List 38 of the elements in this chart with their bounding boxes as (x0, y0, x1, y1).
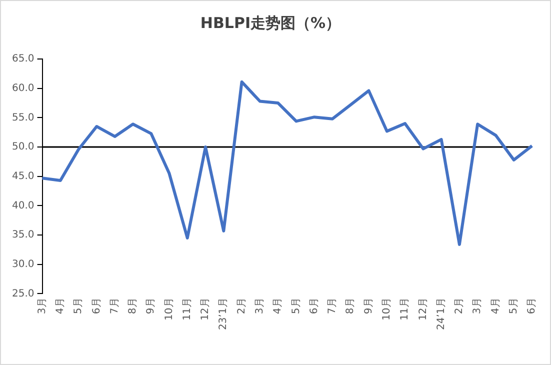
y-tick-label: 40.0 (12, 200, 34, 212)
y-tick-label: 25.0 (12, 288, 34, 300)
x-tick-label: 12月 (200, 298, 212, 320)
x-tick-label: 3月 (36, 298, 48, 314)
chart-title: HBLPI走势图（%） (200, 14, 341, 32)
x-tick-label: 4月 (272, 298, 284, 314)
x-tick-label: 24’1月 (436, 298, 447, 330)
x-tick-label: 9月 (363, 298, 374, 314)
x-tick-label: 8月 (128, 298, 139, 314)
y-tick-label: 35.0 (12, 230, 34, 241)
x-tick-label: 11月 (400, 298, 411, 320)
x-tick-label: 10月 (381, 298, 392, 320)
x-tick-label: 5月 (73, 298, 84, 314)
x-tick-label: 10月 (164, 298, 175, 320)
x-tick-label: 7月 (327, 298, 338, 314)
y-tick-label: 60.0 (12, 82, 34, 94)
y-tick-label: 50.0 (12, 142, 34, 153)
x-tick-label: 6月 (91, 298, 102, 314)
x-tick-label: 6月 (308, 298, 320, 314)
y-tick-label: 30.0 (12, 258, 34, 270)
x-tick-label: 2月 (454, 298, 466, 314)
x-tick-label: 9月 (146, 298, 157, 314)
x-tick-label: 4月 (55, 298, 66, 314)
x-tick-label: 12月 (418, 298, 429, 320)
x-tick-label: 3月 (472, 298, 484, 314)
x-tick-label: 5月 (508, 298, 520, 314)
y-tick-label: 55.0 (12, 112, 34, 124)
x-tick-label: 11月 (182, 298, 193, 320)
x-tick-label: 2月 (236, 298, 248, 314)
x-tick-label: 6月 (526, 298, 538, 314)
x-tick-label: 5月 (290, 298, 302, 314)
y-tick-label: 65.0 (12, 54, 34, 65)
x-tick-label: 4月 (490, 298, 502, 314)
y-tick-label: 45.0 (12, 170, 34, 182)
x-tick-label: 8月 (345, 298, 356, 314)
x-tick-label: 3月 (254, 298, 266, 314)
x-tick-label: 7月 (109, 298, 120, 314)
x-tick-label: 23’1月 (218, 298, 230, 330)
